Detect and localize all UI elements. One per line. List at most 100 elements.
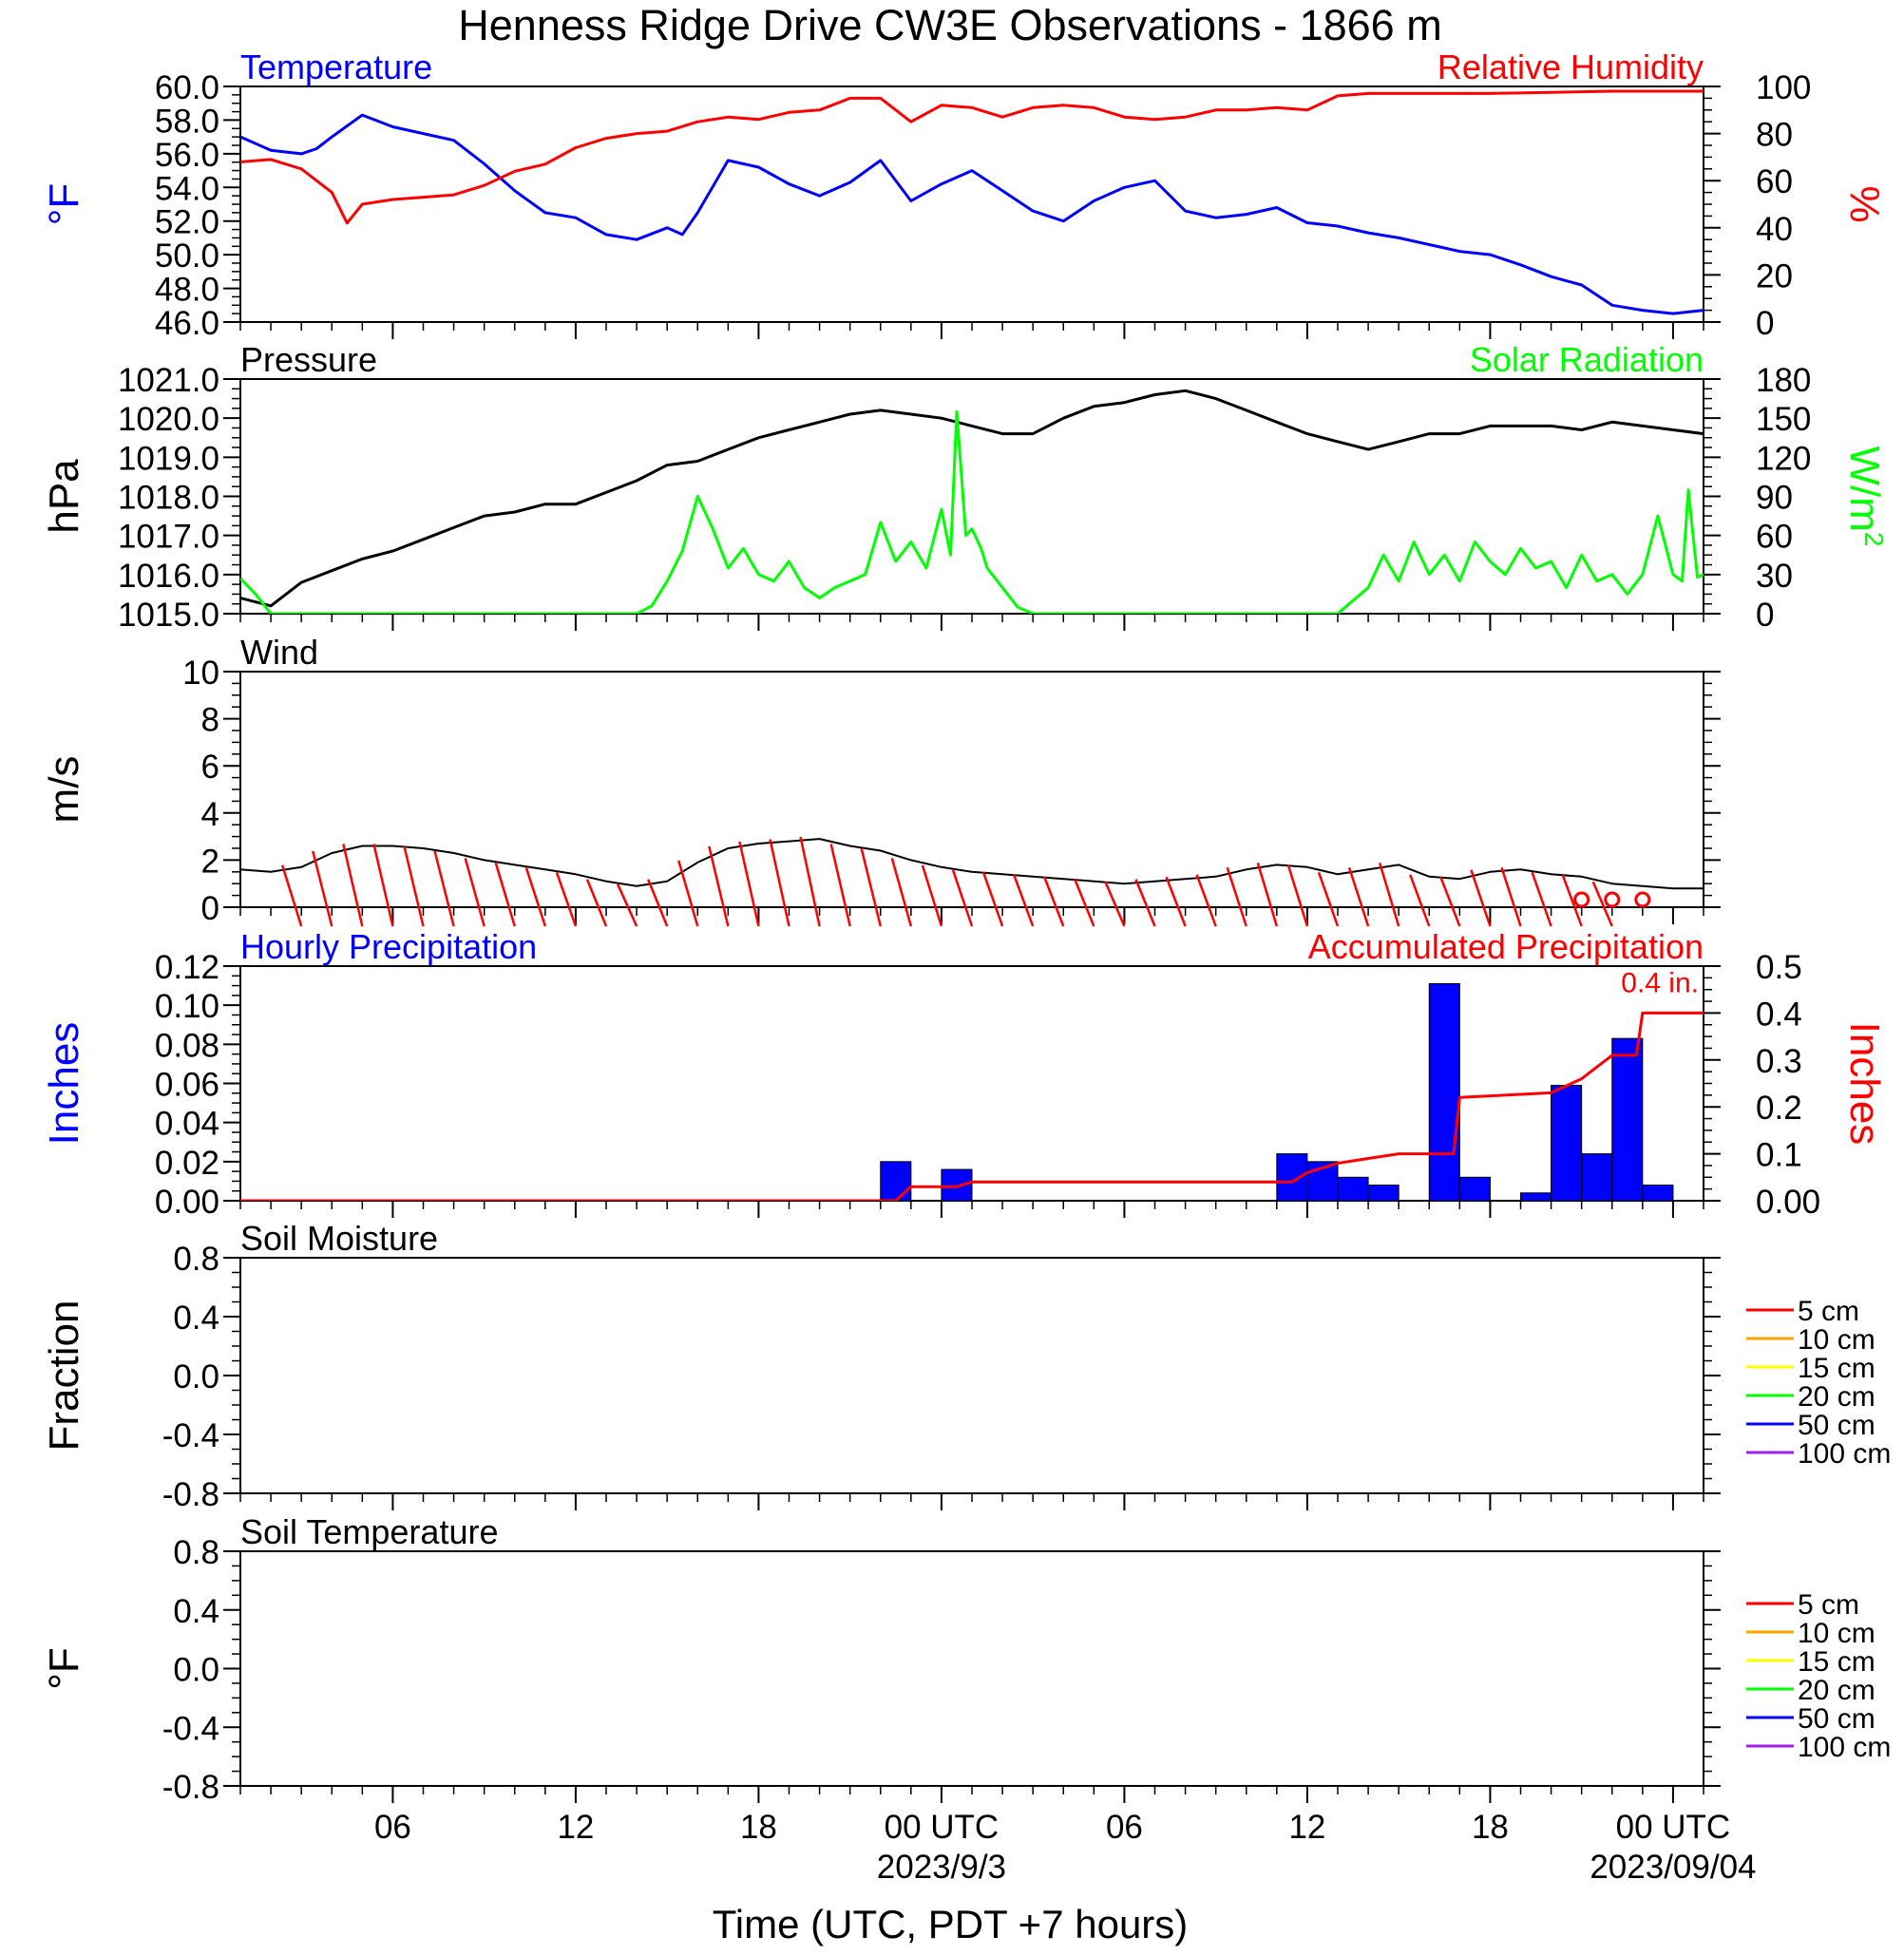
panel-right-title: Relative Humidity — [1438, 47, 1704, 86]
wind-barb — [738, 841, 760, 927]
legend-label: 20 cm — [1798, 1675, 1875, 1706]
chart-title: Henness Ridge Drive CW3E Observations - … — [458, 1, 1441, 49]
precip-bar — [1337, 1176, 1369, 1201]
right-unit-label: W/m2 — [1841, 446, 1890, 547]
left-unit-label: hPa — [41, 459, 87, 534]
left-tick-label: 2 — [201, 843, 219, 880]
right-tick-label: 100 — [1756, 69, 1811, 106]
calm-wind-marker — [1573, 891, 1590, 908]
left-tick-label: 58.0 — [155, 103, 219, 140]
left-tick-label: 0.02 — [155, 1145, 219, 1182]
left-tick-label: -0.8 — [162, 1476, 219, 1513]
legend-label: 10 cm — [1798, 1618, 1875, 1649]
left-tick-label: 0.0 — [173, 1358, 219, 1395]
legend-label: 50 cm — [1798, 1703, 1875, 1735]
wind-barb — [1286, 864, 1309, 927]
precip-bar — [1458, 1176, 1491, 1201]
precip-bar — [1642, 1185, 1674, 1201]
wind-barb — [1012, 874, 1035, 927]
series-relative-humidity — [240, 89, 1704, 225]
left-tick-label: 10 — [182, 655, 219, 692]
wind-barb — [555, 871, 578, 927]
wind-barb — [921, 864, 943, 927]
wind-barb — [1195, 874, 1217, 927]
precip-bar — [1611, 1037, 1644, 1201]
left-tick-label: 0.4 — [173, 1593, 219, 1630]
panel-left-title: Wind — [240, 633, 318, 672]
x-tick-label: 00 UTC — [885, 1809, 1000, 1846]
wind-barb — [1409, 874, 1431, 927]
wind-barb — [342, 844, 364, 927]
left-tick-label: 0.0 — [173, 1652, 219, 1689]
right-tick-label: 80 — [1756, 117, 1793, 154]
series-temperature — [240, 113, 1704, 315]
wind-barb — [372, 844, 394, 927]
wind-barb — [1500, 866, 1522, 927]
calm-wind-marker — [1604, 891, 1621, 908]
left-tick-label: -0.8 — [162, 1769, 219, 1806]
right-tick-label: 0.5 — [1756, 949, 1802, 986]
left-tick-label: 0.00 — [155, 1184, 219, 1221]
wind-barb — [1043, 876, 1065, 927]
x-date-label: 2023/09/04 — [1590, 1849, 1756, 1886]
wind-barb — [1470, 869, 1492, 927]
left-tick-label: 0 — [201, 890, 219, 927]
wind-barb — [860, 848, 882, 927]
wind-barb — [829, 844, 851, 927]
left-unit-label: m/s — [41, 756, 87, 824]
panel-left-title: Soil Moisture — [240, 1219, 438, 1258]
right-tick-label: 0.1 — [1756, 1137, 1802, 1174]
left-tick-label: 1019.0 — [118, 440, 219, 477]
left-tick-label: 1018.0 — [118, 480, 219, 517]
wind-barb — [585, 879, 608, 927]
precip-bar — [1520, 1192, 1552, 1201]
panel-wind: 10 8 6 4 2 0 Wind m/s — [41, 633, 1721, 927]
series-accumulated-precipitation — [240, 1011, 1704, 1201]
left-tick-label: 0.04 — [155, 1106, 219, 1143]
right-tick-label: 60 — [1756, 163, 1793, 200]
left-tick-label: 1021.0 — [118, 362, 219, 399]
panel-pressure-solar: 1021.01020.01019.01018.01017.01016.01015… — [41, 340, 1890, 634]
x-tick-label: 18 — [740, 1809, 777, 1846]
right-tick-label: 0.4 — [1756, 996, 1802, 1033]
wind-barb — [616, 883, 638, 927]
right-tick-label: 90 — [1756, 480, 1793, 517]
right-tick-label: 20 — [1756, 257, 1793, 294]
left-tick-label: 0.8 — [173, 1534, 219, 1571]
plot-frame — [239, 378, 1704, 615]
left-unit-label: °F — [41, 183, 87, 225]
right-tick-label: 0 — [1756, 305, 1774, 342]
right-tick-label: 40 — [1756, 211, 1793, 248]
legend-label: 5 cm — [1798, 1296, 1859, 1327]
panel-left-title: Hourly Precipitation — [240, 927, 537, 966]
left-tick-label: 6 — [201, 749, 219, 786]
series-wind — [240, 838, 1704, 890]
left-tick-label: 1020.0 — [118, 401, 219, 438]
wind-barb — [433, 850, 455, 927]
legend-label: 20 cm — [1798, 1381, 1875, 1413]
left-tick-label: 1016.0 — [118, 558, 219, 595]
left-tick-label: 8 — [201, 702, 219, 739]
accumulated-total-label: 0.4 in. — [1621, 967, 1699, 998]
panel-right-title: Solar Radiation — [1470, 340, 1704, 379]
precip-bar — [880, 1161, 912, 1201]
wind-barb — [951, 869, 974, 927]
left-tick-label: 0.8 — [173, 1241, 219, 1278]
precip-bar — [1428, 983, 1460, 1201]
right-tick-label: 120 — [1756, 440, 1811, 477]
legend-label: 100 cm — [1798, 1438, 1891, 1470]
panel-left-title: Pressure — [240, 340, 377, 379]
right-tick-label: 60 — [1756, 519, 1793, 556]
calm-wind-marker — [1634, 891, 1651, 908]
x-tick-label: 06 — [1106, 1809, 1143, 1846]
wind-barb — [1226, 866, 1247, 927]
left-tick-label: 56.0 — [155, 137, 219, 174]
left-tick-label: 1015.0 — [118, 597, 219, 634]
right-tick-label: 180 — [1756, 362, 1811, 399]
precip-bar — [1367, 1185, 1399, 1201]
plot-frame — [239, 965, 1704, 1202]
right-unit-label: % — [1841, 185, 1888, 222]
legend-label: 100 cm — [1798, 1732, 1891, 1763]
